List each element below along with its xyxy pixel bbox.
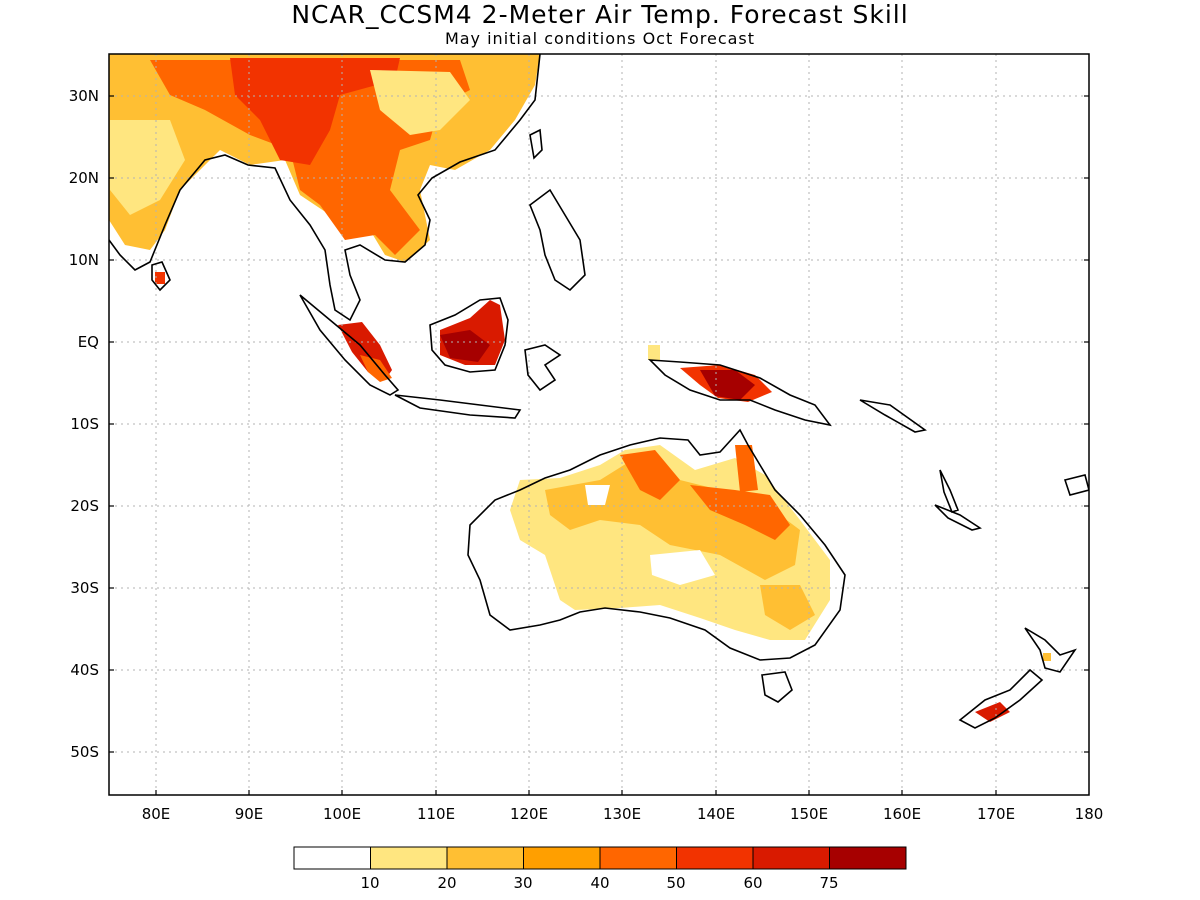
skill-region-sri-lanka xyxy=(155,272,165,284)
lon-tick-labels: 80E 90E 100E 110E 120E 130E 140E 150E 16… xyxy=(142,805,1104,823)
coastline-sumatra xyxy=(299,294,400,396)
coastline-new-zealand-north xyxy=(1024,627,1077,673)
coastline-java xyxy=(394,394,522,419)
coastline-new-guinea xyxy=(647,359,832,427)
shaded-skill-regions xyxy=(109,54,1051,722)
lat-tick-marks xyxy=(109,95,1089,753)
skill-region-australia-gap1 xyxy=(585,485,610,505)
legend-swatch xyxy=(446,846,524,870)
lat-tick-label: EQ xyxy=(78,333,99,351)
legend-swatch xyxy=(523,846,601,870)
lon-tick-label: 140E xyxy=(697,805,735,823)
legend-swatch xyxy=(293,846,371,870)
skill-region-australia-ne xyxy=(690,485,790,540)
grid-lines xyxy=(109,54,1089,795)
coastline-tasmania xyxy=(761,671,793,703)
legend-label: 75 xyxy=(819,874,838,892)
legend-label: 60 xyxy=(743,874,762,892)
skill-region-borneo-dark xyxy=(440,330,490,362)
lon-tick-label: 180 xyxy=(1075,805,1104,823)
lat-tick-label: 10N xyxy=(69,251,99,269)
coastline-philippines xyxy=(529,188,586,292)
lon-tick-label: 130E xyxy=(603,805,641,823)
coastline-australia xyxy=(467,428,846,661)
legend-label: 40 xyxy=(590,874,609,892)
skill-region-east-china xyxy=(370,70,470,135)
coastline-solomons xyxy=(859,399,927,433)
lat-tick-labels: 30N 20N 10N EQ 10S 20S 30S 40S 50S xyxy=(69,87,99,761)
coastline xyxy=(109,54,1089,729)
coastline-sri-lanka xyxy=(151,261,171,292)
skill-region-sumatra-edge xyxy=(360,355,392,382)
skill-region-india-light xyxy=(110,120,185,215)
skill-region-australia-gap2 xyxy=(650,550,715,585)
skill-region-new-zealand xyxy=(975,702,1010,722)
coastline-vanuatu xyxy=(939,469,960,513)
lat-tick-label: 20S xyxy=(70,497,99,515)
lon-tick-label: 160E xyxy=(883,805,921,823)
legend-label: 30 xyxy=(513,874,532,892)
skill-region-australia-cape xyxy=(735,445,758,492)
legend-label: 10 xyxy=(360,874,379,892)
coastline-sulawesi xyxy=(524,344,562,392)
lat-tick-label: 10S xyxy=(70,415,99,433)
lon-tick-label: 120E xyxy=(510,805,548,823)
skill-region-australia-e xyxy=(760,585,815,630)
lat-tick-label: 20N xyxy=(69,169,99,187)
coastline-asia xyxy=(109,54,541,322)
legend-swatch xyxy=(829,846,907,870)
coastline-new-zealand-south xyxy=(958,668,1044,729)
lon-tick-label: 170E xyxy=(977,805,1015,823)
lat-tick-label: 40S xyxy=(70,661,99,679)
coastline-borneo xyxy=(429,297,509,373)
lon-tick-label: 90E xyxy=(235,805,264,823)
legend-swatch xyxy=(370,846,448,870)
skill-region-china-red xyxy=(230,58,400,165)
lon-tick-label: 150E xyxy=(790,805,828,823)
map-title: NCAR_CCSM4 2-Meter Air Temp. Forecast Sk… xyxy=(291,0,909,29)
legend-swatch xyxy=(599,846,677,870)
skill-region-new-guinea-light xyxy=(648,345,660,360)
lat-tick-label: 50S xyxy=(70,743,99,761)
lon-tick-label: 110E xyxy=(417,805,455,823)
lon-tick-marks xyxy=(155,790,997,795)
skill-region-new-guinea-dark xyxy=(700,370,755,400)
coastline-fiji xyxy=(1063,474,1089,496)
lat-tick-label: 30N xyxy=(69,87,99,105)
legend-label: 50 xyxy=(666,874,685,892)
skill-region-australia-orange xyxy=(620,450,680,500)
lon-tick-label: 100E xyxy=(323,805,361,823)
skill-region-nz-north xyxy=(1043,653,1051,661)
lat-tick-label: 30S xyxy=(70,579,99,597)
color-legend: 10 20 30 40 50 60 75 xyxy=(293,846,907,892)
coastline-taiwan xyxy=(529,128,543,160)
map-subtitle: May initial conditions Oct Forecast xyxy=(444,29,756,48)
legend-label: 20 xyxy=(437,874,456,892)
lon-tick-label: 80E xyxy=(142,805,171,823)
coastline-new-caledonia xyxy=(934,504,982,531)
legend-swatch xyxy=(752,846,830,870)
legend-swatch xyxy=(676,846,754,870)
